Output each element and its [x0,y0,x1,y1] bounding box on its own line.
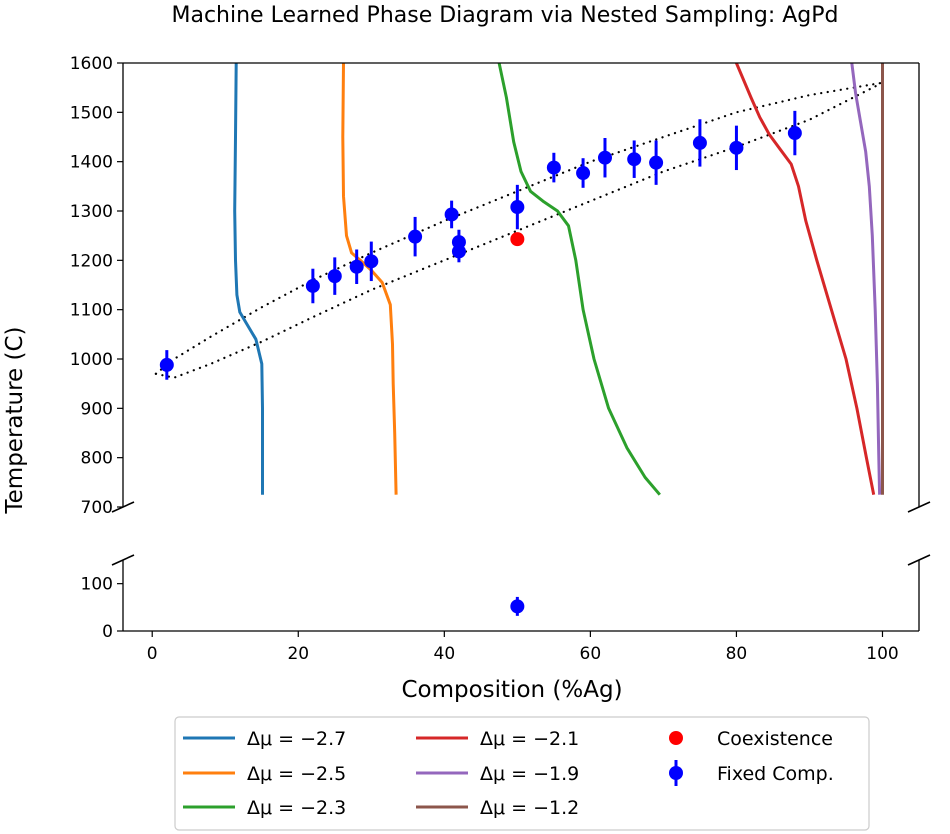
fixed-comp-point [546,160,561,175]
axis-break-mark [907,501,931,513]
fixed-comp-point [444,207,459,222]
y-tick-label: 0 [102,622,113,642]
phase-boundary-solidus [154,81,884,379]
fixed-comp-point [692,135,707,150]
y-tick-label: 900 [81,399,113,419]
legend: Δμ = −2.7 Δμ = −2.5 Δμ = −2.3 Δμ = −2.1 Δμ =… [174,716,870,831]
axis-break-mark [111,554,135,566]
y-tick-label: 1300 [70,202,113,222]
legend-label-series-2: Δμ = −2.5 [247,763,346,785]
chart-title: Machine Learned Phase Diagram via Nested… [171,3,838,28]
series-line-1 [233,63,264,495]
legend-marker-coexistence [669,731,683,745]
fixed-comp-point [349,259,364,274]
fixed-comp-point [597,150,612,165]
fixed-comp-point [787,126,802,141]
y-tick-label: 1400 [70,153,113,173]
y-tick-label: 1000 [70,350,113,370]
y-tick-label: 1100 [70,301,113,321]
legend-marker-fixed-comp [669,766,683,780]
x-tick-label: 20 [287,644,309,664]
y-tick-label: 100 [81,575,113,595]
coexistence-point [510,232,525,247]
fixed-comp-point [649,155,664,170]
legend-label-series-5: Δμ = −1.9 [480,763,579,785]
y-tick-label: 1200 [70,251,113,271]
axis-break-mark [907,554,931,566]
fixed-comp-point [408,229,423,244]
legend-label-series-6: Δμ = −1.2 [480,797,579,819]
fixed-comp-point [729,140,744,155]
y-tick-label: 800 [81,449,113,469]
x-tick-label: 40 [434,644,456,664]
fixed-comp-point [364,254,379,269]
x-tick-label: 100 [866,644,898,664]
legend-label-coexistence: Coexistence [717,728,833,750]
legend-label-series-4: Δμ = −2.1 [480,728,579,750]
x-tick-label: 60 [580,644,602,664]
fixed-comp-point [510,200,525,215]
x-tick-label: 80 [726,644,748,664]
phase-boundary-liquidus [154,81,884,375]
fixed-comp-point [576,166,591,181]
x-axis-label: Composition (%Ag) [401,677,622,703]
y-tick-label: 1600 [70,54,113,74]
legend-label-fixed-comp: Fixed Comp. [717,763,834,785]
series-line-4 [735,63,876,495]
fixed-comp-point [627,152,642,167]
fixed-comp-point [305,278,320,293]
fixed-comp-point [159,357,174,372]
fixed-comp-point [510,599,525,614]
legend-label-series-3: Δμ = −2.3 [247,797,346,819]
series-line-5 [850,63,882,495]
fixed-comp-point [327,269,342,284]
y-tick-label: 700 [81,498,113,518]
fixed-comp-point [451,244,466,259]
legend-label-series-1: Δμ = −2.7 [247,728,346,750]
series-line-3 [497,63,661,496]
series-line-2 [341,63,398,495]
y-tick-label: 1500 [70,103,113,123]
y-axis-label: Temperature (C) [2,326,28,514]
x-tick-label: 0 [147,644,158,664]
legend-frame [174,716,870,831]
